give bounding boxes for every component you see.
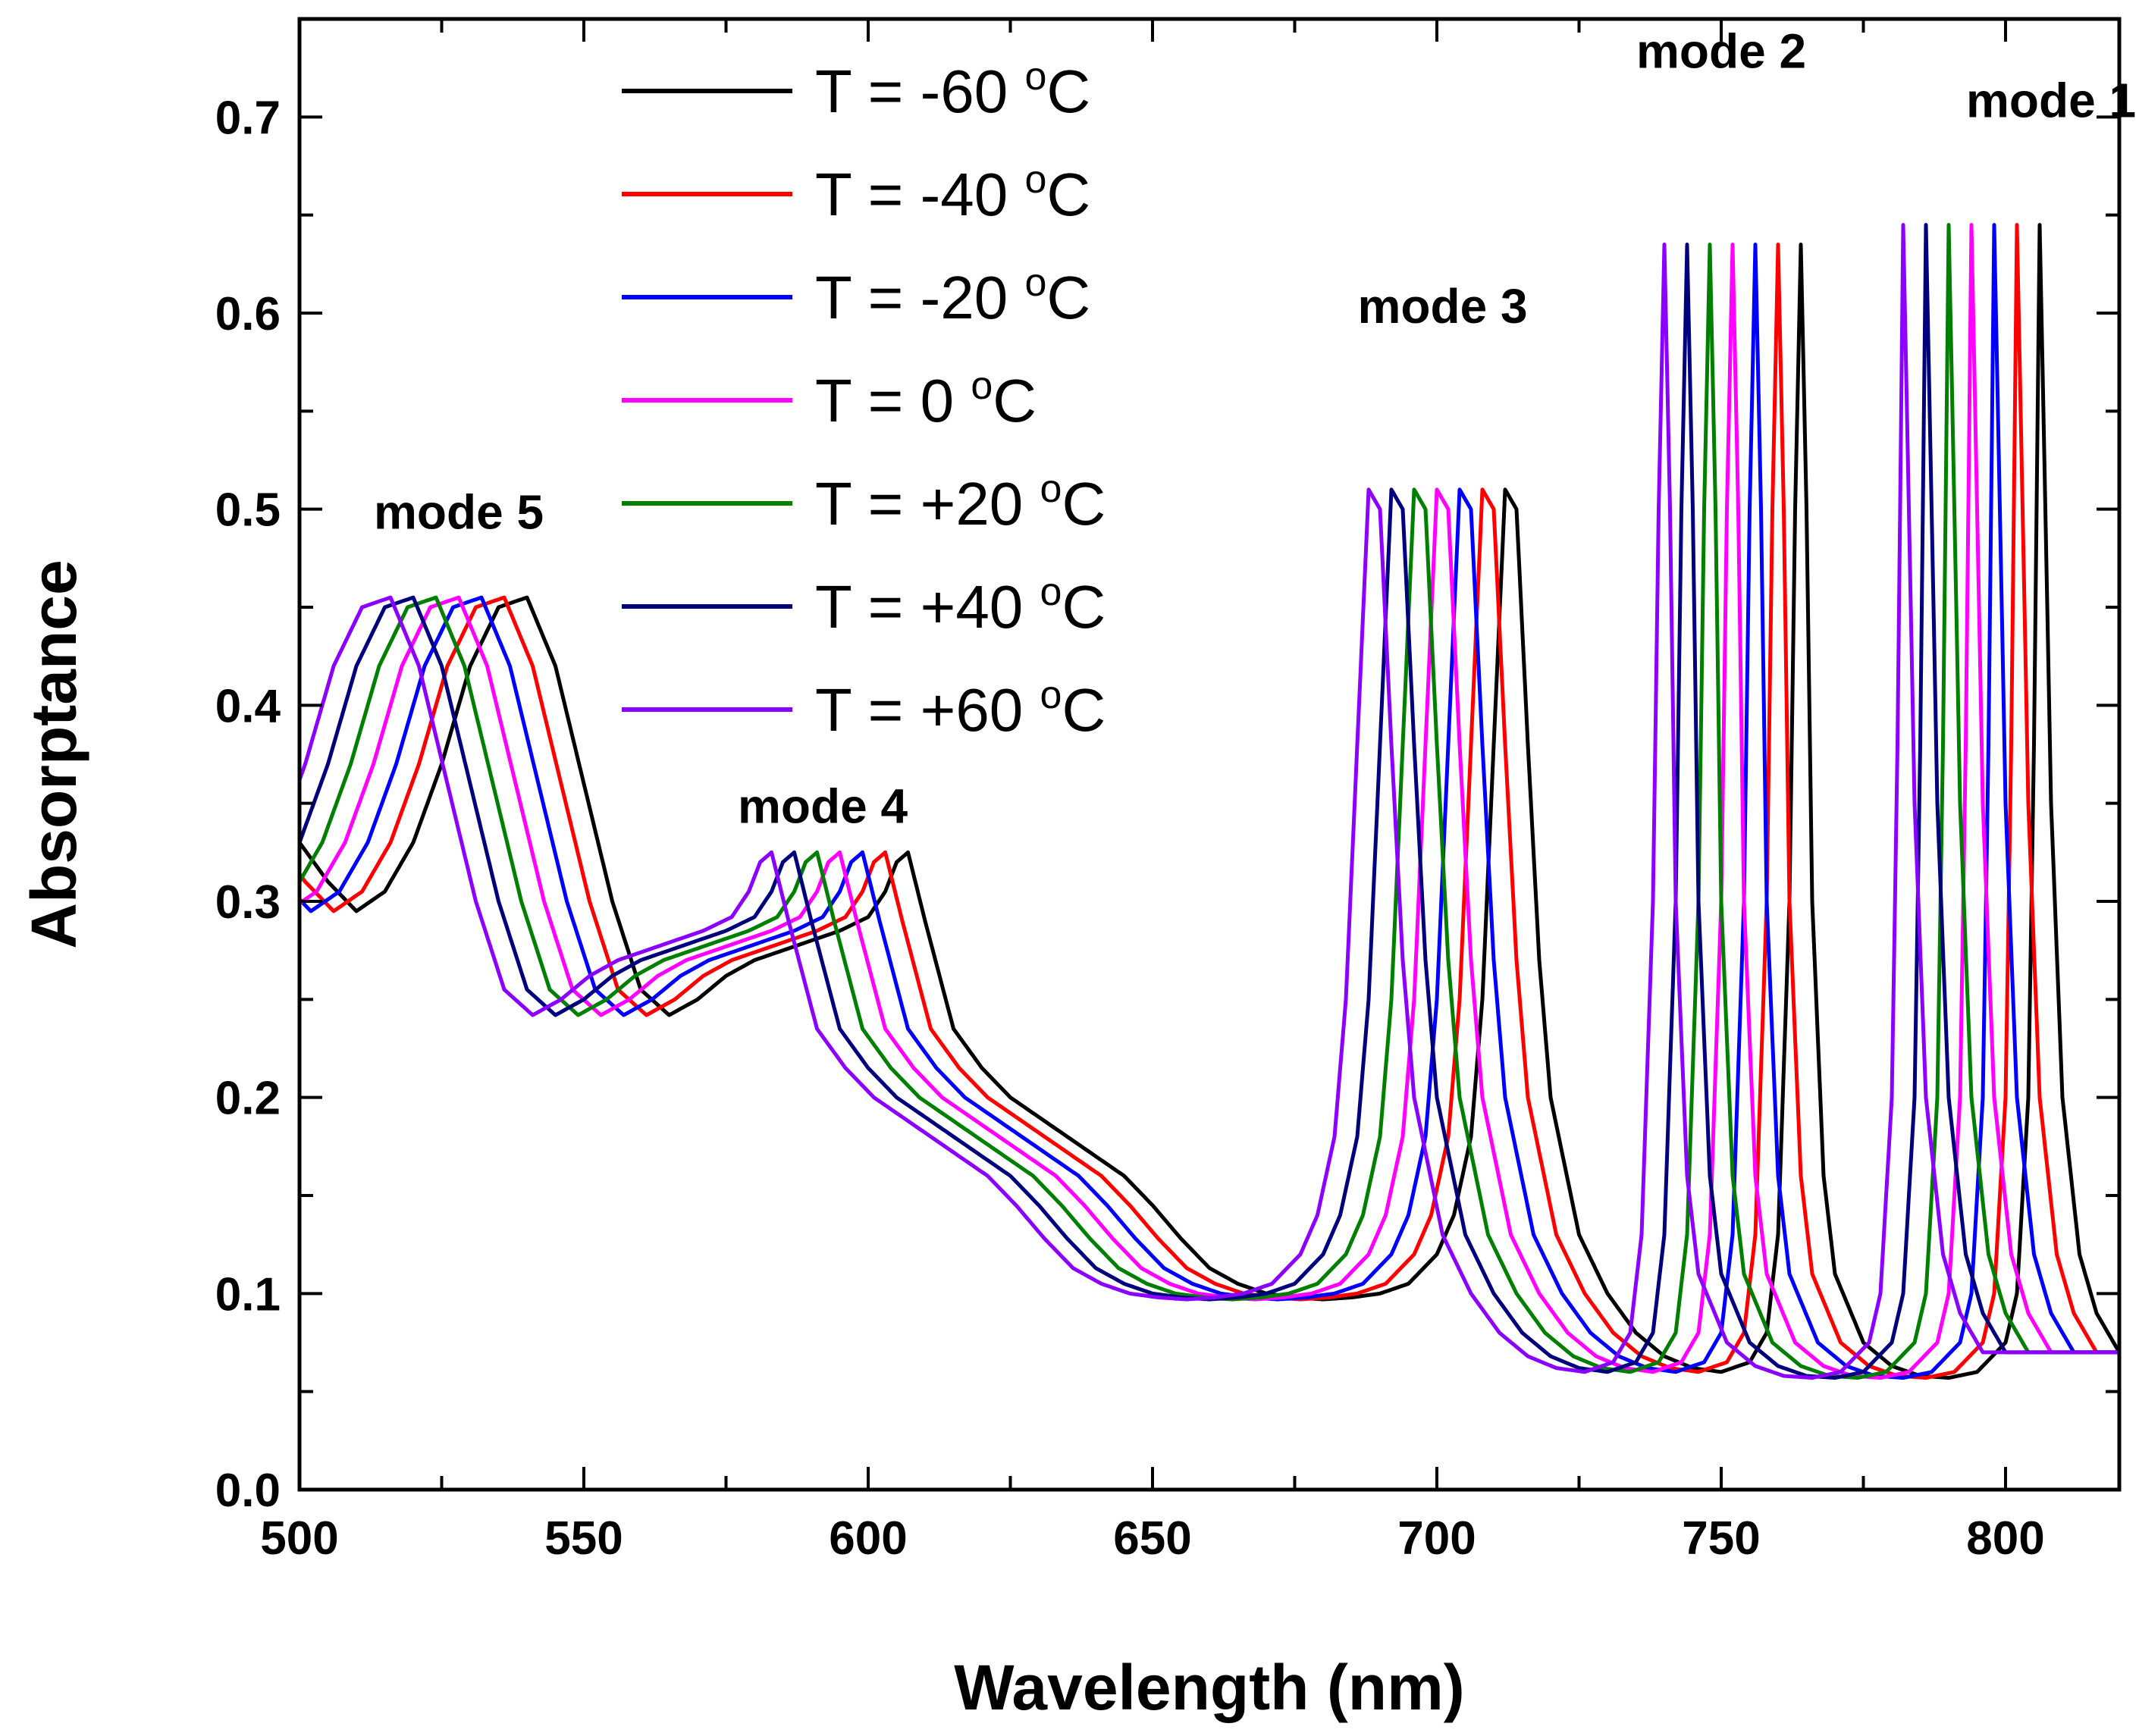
y-tick-label: 0.1	[215, 1268, 281, 1321]
x-axis-title: Wavelength (nm)	[954, 1652, 1465, 1723]
legend-label-2: T = -20 oC	[815, 261, 1090, 331]
y-tick-label: 0.2	[215, 1073, 281, 1125]
plot-frame	[297, 17, 2122, 1492]
annotation-mode-5: mode 5	[374, 485, 544, 540]
legend-label-5: T = +40 oC	[815, 570, 1106, 641]
y-tick-label: 0.6	[215, 288, 281, 340]
legend-label-1: T = -40 oC	[815, 158, 1090, 228]
legend-label-0: T = -60 oC	[815, 55, 1090, 125]
annotation-mode-4: mode 4	[738, 779, 908, 834]
series-curves	[297, 223, 2122, 1380]
x-tick-label: 600	[829, 1512, 907, 1565]
legend-label-3: T = 0 oC	[815, 364, 1037, 434]
y-tick-label: 0.4	[215, 680, 281, 732]
annotations: mode 1 mode 2 mode 3 mode 4 mode 5	[374, 24, 2136, 834]
legend-label-4: T = +20 oC	[815, 467, 1106, 537]
x-tick-label: 750	[1682, 1512, 1760, 1565]
tick-labels: 500 550 600 650 700 750 800 0.0 0.1 0.2 0.3 0.4 0.5 0…	[215, 92, 2045, 1565]
axis-ticks	[298, 17, 2119, 1491]
annotation-mode-1: mode 1	[1966, 73, 2136, 127]
legend: T = -60 oC T = -40 oC T = -20 oC T = 0 oC T …	[622, 55, 1106, 744]
x-tick-label: 500	[260, 1512, 338, 1565]
y-tick-label: 0.7	[215, 92, 281, 144]
series-line-0	[297, 223, 2122, 1380]
series-line-1	[297, 223, 2119, 1380]
annotation-mode-3: mode 3	[1357, 279, 1527, 334]
y-axis-title: Absorptance	[18, 559, 89, 948]
legend-label-6: T = +60 oC	[815, 673, 1106, 744]
x-tick-label: 800	[1966, 1512, 2044, 1565]
y-tick-label: 0.3	[215, 876, 281, 929]
x-tick-label: 550	[544, 1512, 623, 1565]
x-tick-label: 700	[1397, 1512, 1476, 1565]
y-tick-label: 0.5	[215, 484, 281, 537]
series-line-2	[298, 223, 2119, 1380]
annotation-mode-2: mode 2	[1636, 24, 1806, 79]
x-tick-label: 650	[1113, 1512, 1191, 1565]
series-line-6	[297, 223, 2119, 1380]
series-line-3	[298, 223, 2119, 1380]
y-tick-label: 0.0	[215, 1465, 281, 1517]
